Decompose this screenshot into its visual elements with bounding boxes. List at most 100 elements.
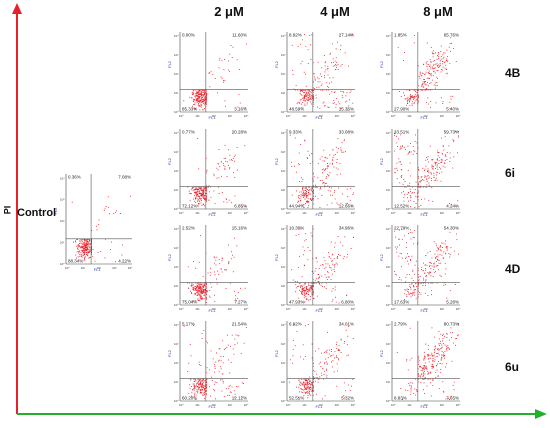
panel-x-tick-label: 10¹ bbox=[195, 307, 199, 311]
panel-y-axis-label: FL2 bbox=[167, 60, 172, 68]
quadrant-value-ur: 59.73% bbox=[444, 130, 459, 135]
panel-x-tick-label: 10³ bbox=[335, 114, 339, 118]
quadrant-value-lr: 7.27% bbox=[234, 300, 247, 305]
quadrant-value-ur: 15.16% bbox=[232, 226, 247, 231]
panel-y-axis-label: FL2 bbox=[274, 349, 279, 357]
cell-events bbox=[394, 229, 459, 300]
cell-events bbox=[183, 43, 247, 111]
panel-x-tick-label: 10⁰ bbox=[179, 211, 184, 215]
panel-y-axis-label: FL2 bbox=[167, 157, 172, 165]
panel-y-axis-label: FL2 bbox=[379, 157, 384, 165]
cell-events bbox=[187, 235, 246, 303]
row-label-6u: 6u bbox=[505, 360, 520, 374]
quadrant-value-lr: 12.12% bbox=[232, 396, 247, 401]
panel-y-tick-label: 10⁴ bbox=[281, 131, 286, 135]
cell-events bbox=[71, 195, 131, 263]
panel-y-axis-label: FL2 bbox=[379, 60, 384, 68]
panel-x-tick-label: 10⁰ bbox=[179, 307, 184, 311]
panel-x-tick-label: 10⁰ bbox=[391, 114, 396, 118]
panel-y-tick-label: 10⁰ bbox=[386, 399, 391, 403]
quadrant-value-ul: 1.85% bbox=[394, 33, 407, 38]
panel-x-tick-label: 10¹ bbox=[407, 114, 411, 118]
control-label: Control bbox=[17, 207, 57, 219]
panel-x-axis-label: FL1 bbox=[209, 212, 217, 217]
pi-axis-arrowhead bbox=[12, 3, 22, 14]
panel-x-tick-label: 10² bbox=[318, 114, 322, 118]
panel-y-tick-label: 10⁴ bbox=[174, 227, 179, 231]
quadrant-value-ur: 7.08% bbox=[118, 175, 131, 180]
quadrant-value-lr: 6.85% bbox=[234, 204, 247, 209]
quadrant-value-ll: 8.83% bbox=[394, 396, 407, 401]
panel-y-tick-label: 10⁴ bbox=[386, 227, 391, 231]
panel-x-tick-label: 10¹ bbox=[302, 403, 306, 407]
quadrant-value-ur: 20.28% bbox=[232, 130, 247, 135]
panel-y-tick-label: 10⁰ bbox=[386, 110, 391, 114]
column-header-4um: 4 μM bbox=[320, 4, 350, 19]
panel-y-tick-label: 10² bbox=[281, 265, 285, 269]
panel-y-tick-label: 10¹ bbox=[281, 284, 285, 288]
panel-y-tick-label: 10³ bbox=[386, 150, 390, 154]
panel-x-tick-label: 10² bbox=[423, 403, 427, 407]
panel-x-tick-label: 10⁴ bbox=[244, 307, 249, 311]
quadrant-value-ul: 5.17% bbox=[182, 322, 195, 327]
quadrant-value-ul: 0.36% bbox=[68, 175, 81, 180]
panel-y-tick-label: 10¹ bbox=[174, 91, 178, 95]
panel-y-tick-label: 10⁰ bbox=[174, 303, 179, 307]
panel-x-tick-label: 10⁰ bbox=[286, 211, 291, 215]
quadrant-value-ll: 72.12% bbox=[182, 204, 197, 209]
panel-x-axis-label: FL1 bbox=[316, 404, 324, 409]
panel-x-tick-label: 10⁴ bbox=[351, 307, 356, 311]
panel-x-axis-label: FL1 bbox=[209, 115, 217, 120]
panel-y-tick-label: 10⁴ bbox=[281, 34, 286, 38]
quadrant-value-ul: 9.33% bbox=[289, 130, 302, 135]
panel-y-axis-label: FL2 bbox=[167, 253, 172, 261]
panel-y-tick-label: 10⁰ bbox=[174, 207, 179, 211]
panel-y-tick-label: 10⁰ bbox=[60, 262, 65, 266]
panel-x-tick-label: 10³ bbox=[228, 307, 232, 311]
panel-x-tick-label: 10² bbox=[423, 307, 427, 311]
panel-y-tick-label: 10⁴ bbox=[386, 323, 391, 327]
quadrant-value-ur: 34.01% bbox=[339, 322, 354, 327]
panel-y-tick-label: 10¹ bbox=[386, 188, 390, 192]
panel-y-tick-label: 10⁰ bbox=[281, 399, 286, 403]
panel-x-tick-label: 10⁴ bbox=[128, 266, 133, 270]
panel-y-axis-label: FL2 bbox=[274, 157, 279, 165]
panel-y-axis-label: FL2 bbox=[379, 253, 384, 261]
panel-x-tick-label: 10² bbox=[211, 211, 215, 215]
panel-y-tick-label: 10⁰ bbox=[386, 207, 391, 211]
cell-events bbox=[289, 134, 354, 208]
quadrant-value-lr: 15.35% bbox=[339, 107, 354, 112]
panel-y-tick-label: 10⁰ bbox=[281, 207, 286, 211]
panel-y-tick-label: 10³ bbox=[386, 246, 390, 250]
panel-y-tick-label: 10¹ bbox=[386, 91, 390, 95]
panel-x-tick-label: 10² bbox=[318, 403, 322, 407]
quadrant-value-ll: 47.93% bbox=[289, 300, 304, 305]
panel-x-tick-label: 10⁴ bbox=[244, 403, 249, 407]
panel-x-tick-label: 10⁰ bbox=[179, 403, 184, 407]
panel-x-tick-label: 10³ bbox=[440, 114, 444, 118]
panel-x-tick-label: 10³ bbox=[228, 211, 232, 215]
panel-y-tick-label: 10⁰ bbox=[281, 110, 286, 114]
panel-x-axis-label: FL1 bbox=[421, 115, 429, 120]
quadrant-value-lr: 5.28% bbox=[446, 300, 459, 305]
quadrant-value-lr: 5.32% bbox=[341, 396, 354, 401]
quadrant-value-ll: 27.90% bbox=[394, 107, 409, 112]
panel-x-tick-label: 10⁰ bbox=[391, 211, 396, 215]
panel-x-tick-label: 10³ bbox=[440, 211, 444, 215]
panel-x-tick-label: 10¹ bbox=[195, 211, 199, 215]
row-label-4b: 4B bbox=[505, 66, 521, 80]
panel-y-tick-label: 10³ bbox=[386, 342, 390, 346]
panel-y-tick-label: 10³ bbox=[174, 53, 178, 57]
panel-x-tick-label: 10² bbox=[211, 114, 215, 118]
cell-events bbox=[183, 325, 247, 400]
panel-y-tick-label: 10¹ bbox=[174, 188, 178, 192]
panel-y-tick-label: 10³ bbox=[174, 342, 178, 346]
panel-y-tick-label: 10³ bbox=[281, 53, 285, 57]
panel-y-tick-label: 10² bbox=[386, 361, 390, 365]
quadrant-value-ul: 10.30% bbox=[289, 226, 304, 231]
